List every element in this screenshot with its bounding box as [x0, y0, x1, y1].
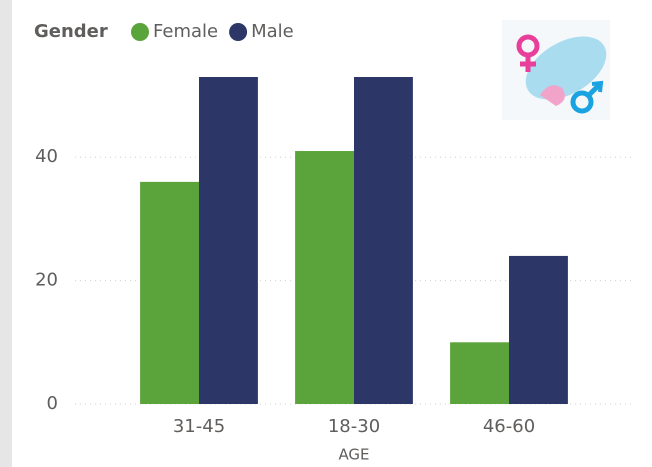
legend-title: Gender [34, 21, 108, 42]
gender-icon [502, 20, 610, 120]
x-tick-label: 46-60 [483, 416, 535, 437]
bar [140, 181, 199, 404]
bar [450, 342, 509, 404]
x-tick-label: 18-30 [328, 416, 380, 437]
y-tick-label: 40 [35, 146, 58, 167]
bar [295, 151, 354, 404]
side-strip [0, 0, 12, 467]
x-axis-title: AGE [338, 446, 369, 464]
legend-swatch [131, 23, 149, 41]
legend-label: Male [251, 21, 294, 42]
y-tick-label: 0 [47, 393, 58, 414]
legend-label: Female [153, 21, 218, 42]
y-tick-label: 20 [35, 270, 58, 291]
x-tick-label: 31-45 [173, 416, 225, 437]
bar [354, 77, 413, 404]
bar [509, 255, 568, 404]
bar [199, 77, 258, 404]
legend-swatch [229, 23, 248, 41]
